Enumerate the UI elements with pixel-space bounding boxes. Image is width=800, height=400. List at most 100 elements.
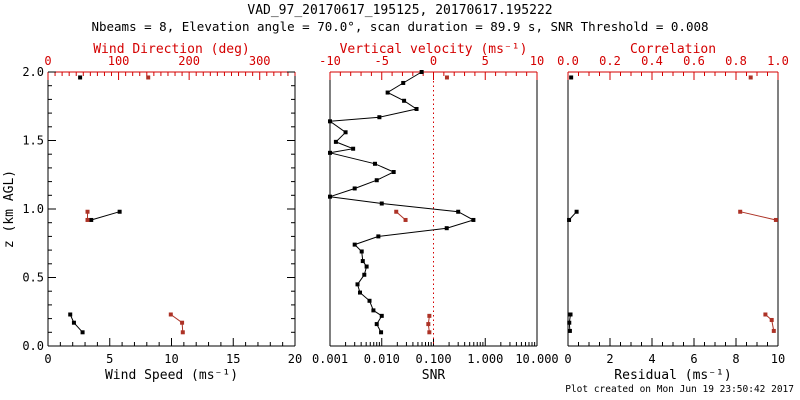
tick-label: 100 [108,54,130,68]
tick-label: 10 [164,352,178,366]
data-point-snr-profile [355,282,360,287]
tick-label: 10 [530,54,544,68]
tick-label: 0 [44,352,51,366]
data-point-residual [574,209,579,214]
data-point-snr-profile [379,313,384,318]
tick-label: 0.100 [415,352,451,366]
data-point-wind-speed [89,217,94,222]
series-line-wind-speed [69,211,120,333]
series-snr-profile [328,70,476,335]
series-vertical-velocity [394,75,449,335]
tick-label: 0.001 [312,352,348,366]
series-wind-speed [68,75,122,335]
tick-label: 1.5 [22,134,44,148]
data-point-snr-profile [367,298,372,303]
axis-label-top: Correlation [630,42,716,57]
tick-label: 8 [732,352,739,366]
data-point-snr-profile [343,130,348,135]
series-line-vertical-velocity [395,211,430,333]
data-point-wind-speed [80,330,85,335]
data-point-wind-direction [168,312,173,317]
tick-label: 0 [430,54,437,68]
data-point-snr-profile [352,186,357,191]
data-point-correlation [769,317,774,322]
data-point-wind-speed [117,209,122,214]
data-point-snr-profile [364,264,369,269]
data-point-correlation [748,75,753,80]
data-point-vertical-velocity [444,75,449,80]
data-point-residual [569,75,574,80]
tick-label: 10.000 [515,352,558,366]
tick-label: 0.4 [641,54,663,68]
axis-label-top: Vertical velocity (ms⁻¹) [340,42,528,57]
tick-label: 0.5 [22,271,44,285]
series-line-wind-direction [87,211,184,333]
data-point-snr-profile [359,249,364,254]
axis-label-top: Wind Direction (deg) [93,42,250,57]
data-point-snr-profile [377,115,382,120]
tick-label: -10 [319,54,341,68]
data-point-snr-profile [419,70,424,74]
data-point-wind-direction [85,209,90,214]
data-point-snr-profile [376,234,381,239]
data-point-residual [567,328,572,333]
tick-label: 2.0 [22,65,44,79]
data-point-snr-profile [374,178,379,183]
data-point-snr-profile [379,330,384,335]
data-point-wind-speed [71,320,76,325]
data-point-vertical-velocity [426,322,431,327]
series-residual [567,75,579,333]
tick-label: 0.2 [599,54,621,68]
series-wind-direction [85,75,185,335]
data-point-wind-direction [180,330,185,335]
data-point-snr-profile [385,90,390,95]
tick-label: 0.6 [683,54,705,68]
series-line-snr-profile [328,71,475,333]
data-point-snr-profile [360,259,365,264]
data-point-vertical-velocity [394,209,399,214]
data-point-snr-profile [328,119,332,124]
data-point-snr-profile [456,209,461,214]
data-point-snr-profile [374,322,379,327]
data-point-snr-profile [362,272,367,277]
data-point-vertical-velocity [427,330,432,335]
y-axis-label: z (km AGL) [2,170,17,248]
tick-label: 10 [771,352,785,366]
tick-label: 0.0 [557,54,579,68]
tick-label: 0.8 [725,54,747,68]
data-point-vertical-velocity [427,313,432,318]
data-point-snr-profile [352,242,357,247]
axis-label-bottom: Residual (ms⁻¹) [614,368,731,383]
data-point-snr-profile [358,290,363,295]
tick-label: -5 [375,54,389,68]
tick-label: 5 [106,352,113,366]
axis-label-bottom: Wind Speed (ms⁻¹) [105,368,238,383]
data-point-residual [567,320,572,325]
data-point-wind-direction [85,217,90,222]
plot-footer: Plot created on Mon Jun 19 23:50:42 2017 [565,384,794,395]
data-point-wind-direction [146,75,151,80]
data-point-snr-profile [444,226,449,231]
data-point-wind-direction [180,320,185,325]
data-point-snr-profile [471,217,476,222]
data-point-snr-profile [328,194,332,199]
panel-residual: 0 2 4 6 8 10 Residual (ms⁻¹) 0.0 0.2 0.4 0.6 0.8 1.0… [557,42,789,383]
series-line-correlation [740,211,777,331]
tick-label: 20 [288,352,302,366]
data-point-snr-profile [379,201,384,206]
tick-label: 300 [249,54,271,68]
data-point-wind-speed [78,75,83,80]
tick-label: 0.010 [364,352,400,366]
tick-label: 6 [690,352,697,366]
data-point-correlation [738,209,743,214]
data-point-snr-profile [414,106,419,111]
data-point-snr-profile [401,80,406,85]
axis-label-bottom: SNR [422,368,446,383]
tick-label: 0.0 [22,339,44,353]
data-point-residual [567,217,572,222]
panel-wind: 0 5 10 15 20 Wind Speed (ms⁻¹) 0 100 200 300Wind … [2,42,302,383]
data-point-snr-profile [333,139,338,144]
data-point-snr-profile [402,98,407,103]
